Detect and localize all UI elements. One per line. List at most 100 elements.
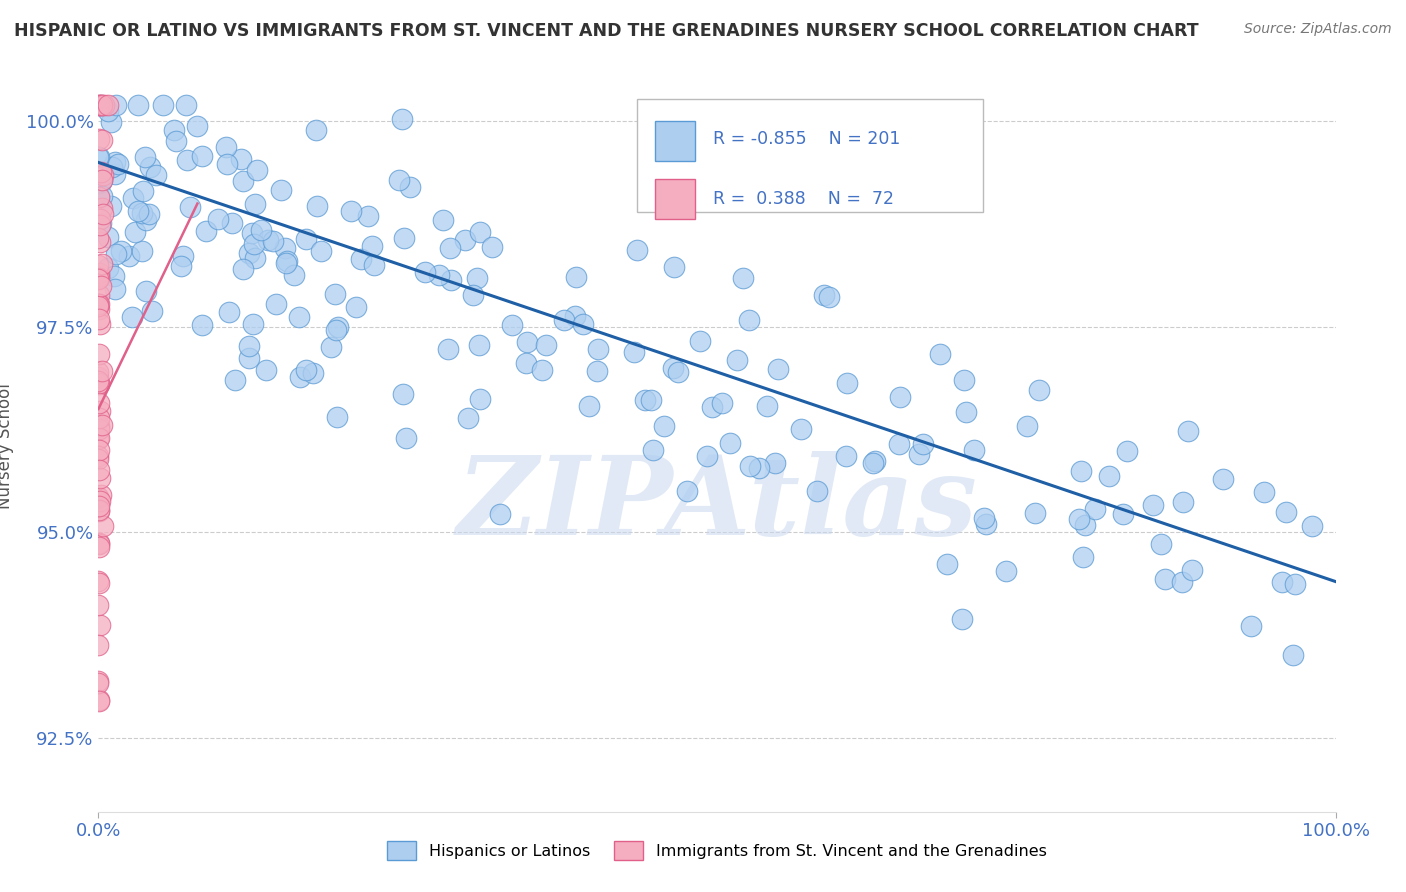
Point xyxy=(994,564,1017,578)
Point xyxy=(350,252,373,266)
Point xyxy=(461,288,484,302)
Point xyxy=(170,260,193,274)
Point xyxy=(89,288,111,302)
Point xyxy=(215,157,238,171)
Point xyxy=(87,271,110,285)
Point xyxy=(89,211,111,226)
Y-axis label: Nursery School: Nursery School xyxy=(0,383,14,509)
Point xyxy=(955,405,977,419)
Point xyxy=(270,183,292,197)
Point xyxy=(835,449,858,463)
Point xyxy=(87,266,110,280)
Point xyxy=(91,173,114,187)
Point xyxy=(215,140,238,154)
Point xyxy=(97,98,120,112)
Point xyxy=(283,268,305,282)
Point xyxy=(813,287,835,301)
Point xyxy=(104,282,127,296)
Point xyxy=(87,503,110,517)
Point xyxy=(662,360,685,375)
Point xyxy=(294,363,316,377)
Point xyxy=(748,460,770,475)
Point xyxy=(740,458,762,473)
Point xyxy=(710,395,733,409)
Point xyxy=(89,235,111,249)
Point xyxy=(388,173,411,187)
Point xyxy=(107,157,129,171)
Point xyxy=(344,300,367,314)
Point xyxy=(87,370,110,384)
Point xyxy=(1069,512,1091,526)
Point xyxy=(457,411,479,425)
Point xyxy=(738,312,761,326)
Point xyxy=(121,191,143,205)
Point xyxy=(224,373,246,387)
Point xyxy=(87,432,110,446)
Point xyxy=(87,268,110,283)
Point xyxy=(243,237,266,252)
Point xyxy=(395,431,418,445)
Point xyxy=(89,494,111,508)
Point xyxy=(195,224,218,238)
Point xyxy=(87,150,110,164)
Point xyxy=(87,574,110,588)
Point xyxy=(87,258,110,272)
Point xyxy=(950,612,973,626)
Point xyxy=(87,365,110,379)
Point xyxy=(87,537,110,551)
Point xyxy=(1275,505,1298,519)
Point xyxy=(163,123,186,137)
Point xyxy=(254,363,277,377)
Point xyxy=(104,98,127,112)
Point xyxy=(1070,464,1092,478)
Point xyxy=(908,447,931,461)
Point xyxy=(243,196,266,211)
Point xyxy=(87,449,110,463)
Point xyxy=(145,169,167,183)
Point xyxy=(240,226,263,240)
Point xyxy=(413,265,436,279)
Point xyxy=(87,189,110,203)
Point xyxy=(100,115,122,129)
Point xyxy=(865,454,887,468)
Point xyxy=(586,343,609,357)
Point xyxy=(87,694,110,708)
Point xyxy=(276,254,298,268)
Point xyxy=(152,98,174,112)
Point xyxy=(91,207,114,221)
Point xyxy=(138,207,160,221)
Point xyxy=(718,435,741,450)
Point xyxy=(1271,574,1294,589)
Point xyxy=(238,351,260,366)
Point xyxy=(87,299,110,313)
Point xyxy=(641,442,664,457)
Point xyxy=(90,279,112,293)
Point xyxy=(87,411,110,425)
Point xyxy=(89,471,111,485)
Point xyxy=(276,256,298,270)
Point xyxy=(340,203,363,218)
Text: ZIPAtlas: ZIPAtlas xyxy=(457,450,977,558)
Point xyxy=(179,200,201,214)
Point xyxy=(571,317,593,331)
Point xyxy=(87,419,110,434)
Point xyxy=(321,340,343,354)
Point xyxy=(1173,495,1195,509)
Point xyxy=(1024,506,1046,520)
Point xyxy=(97,103,120,118)
Point xyxy=(1098,468,1121,483)
Point xyxy=(262,234,284,248)
Point xyxy=(974,516,997,531)
Point xyxy=(87,311,110,326)
Point xyxy=(243,251,266,265)
Point xyxy=(912,437,935,451)
Point xyxy=(87,674,110,689)
Point xyxy=(90,488,112,502)
Point xyxy=(90,175,112,189)
Point xyxy=(515,356,537,370)
Point xyxy=(165,135,187,149)
Point xyxy=(172,249,194,263)
Point xyxy=(516,334,538,349)
Point xyxy=(131,205,153,219)
Point xyxy=(89,617,111,632)
